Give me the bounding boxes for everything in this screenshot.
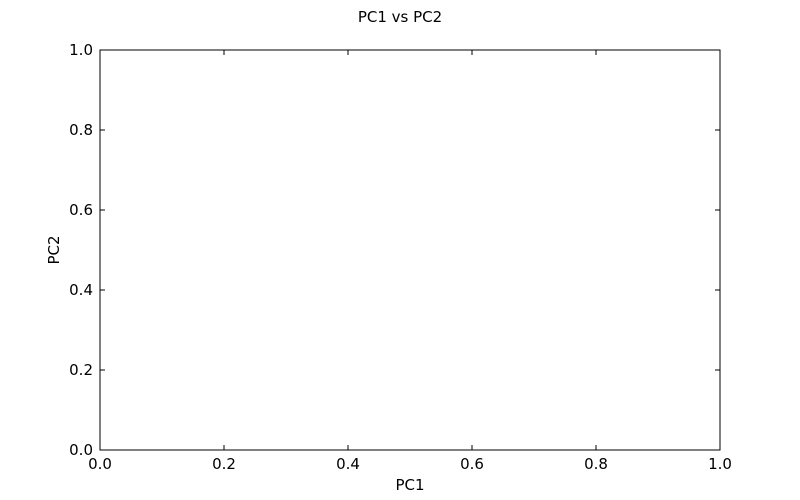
x-tick-label: 1.0 [708, 455, 732, 473]
y-tick-label: 0.6 [69, 201, 93, 219]
x-axis-label: PC1 [395, 476, 424, 494]
y-tick-label: 0.0 [69, 441, 93, 459]
x-axis: 0.0 0.2 0.4 0.6 0.8 1.0 [88, 50, 732, 473]
x-tick-label: 0.2 [212, 455, 236, 473]
chart-title: PC1 vs PC2 [358, 8, 442, 26]
x-tick-label: 0.6 [460, 455, 484, 473]
y-tick-label: 0.2 [69, 361, 93, 379]
x-tick-label: 0.0 [88, 455, 112, 473]
x-tick-label: 0.8 [584, 455, 608, 473]
y-axis: 0.0 0.2 0.4 0.6 0.8 1.0 [69, 41, 720, 459]
y-tick-label: 0.4 [69, 281, 93, 299]
y-axis-label: PC2 [45, 235, 63, 264]
y-tick-label: 0.8 [69, 121, 93, 139]
plot-area [99, 49, 721, 451]
y-tick-label: 1.0 [69, 41, 93, 59]
x-tick-label: 0.4 [336, 455, 360, 473]
